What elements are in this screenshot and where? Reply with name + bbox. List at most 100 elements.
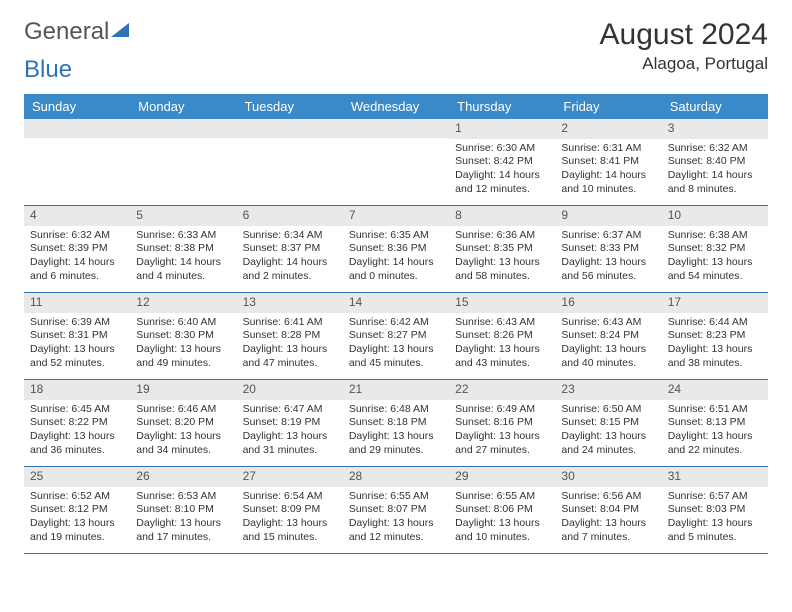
- cell-text: Sunrise: 6:35 AM: [349, 229, 443, 243]
- day-number: [237, 119, 343, 138]
- weekday-header: Saturday: [662, 94, 768, 119]
- cell-text: Sunrise: 6:45 AM: [30, 403, 124, 417]
- cell-text: Sunset: 8:23 PM: [668, 329, 762, 343]
- cell-text: Sunrise: 6:32 AM: [30, 229, 124, 243]
- calendar-body: 1Sunrise: 6:30 AMSunset: 8:42 PMDaylight…: [24, 119, 768, 554]
- calendar-cell: 13Sunrise: 6:41 AMSunset: 8:28 PMDayligh…: [237, 293, 343, 379]
- cell-text: Sunrise: 6:49 AM: [455, 403, 549, 417]
- calendar-row: 18Sunrise: 6:45 AMSunset: 8:22 PMDayligh…: [24, 380, 768, 467]
- cell-text: Daylight: 13 hours and 19 minutes.: [30, 517, 124, 544]
- day-number: 21: [343, 380, 449, 400]
- calendar-cell: 24Sunrise: 6:51 AMSunset: 8:13 PMDayligh…: [662, 380, 768, 466]
- cell-text: Sunrise: 6:55 AM: [455, 490, 549, 504]
- cell-text: Sunrise: 6:50 AM: [561, 403, 655, 417]
- cell-text: Sunrise: 6:43 AM: [455, 316, 549, 330]
- cell-text: Sunrise: 6:42 AM: [349, 316, 443, 330]
- cell-text: Daylight: 14 hours and 12 minutes.: [455, 169, 549, 196]
- day-number: 16: [555, 293, 661, 313]
- day-number: 7: [343, 206, 449, 226]
- weekday-header: Wednesday: [343, 94, 449, 119]
- calendar-cell: [130, 119, 236, 205]
- cell-text: Sunset: 8:28 PM: [243, 329, 337, 343]
- calendar: Sunday Monday Tuesday Wednesday Thursday…: [24, 94, 768, 554]
- calendar-cell: 9Sunrise: 6:37 AMSunset: 8:33 PMDaylight…: [555, 206, 661, 292]
- cell-text: Daylight: 13 hours and 22 minutes.: [668, 430, 762, 457]
- cell-text: Sunset: 8:30 PM: [136, 329, 230, 343]
- day-number: [24, 119, 130, 138]
- cell-text: Sunset: 8:37 PM: [243, 242, 337, 256]
- day-number: 14: [343, 293, 449, 313]
- cell-text: Daylight: 13 hours and 12 minutes.: [349, 517, 443, 544]
- cell-text: Daylight: 13 hours and 43 minutes.: [455, 343, 549, 370]
- cell-text: Sunset: 8:15 PM: [561, 416, 655, 430]
- calendar-header-row: Sunday Monday Tuesday Wednesday Thursday…: [24, 94, 768, 119]
- cell-text: Sunset: 8:13 PM: [668, 416, 762, 430]
- cell-text: Sunrise: 6:54 AM: [243, 490, 337, 504]
- cell-text: Sunset: 8:42 PM: [455, 155, 549, 169]
- day-number: 25: [24, 467, 130, 487]
- day-number: 17: [662, 293, 768, 313]
- cell-text: Sunset: 8:26 PM: [455, 329, 549, 343]
- cell-text: Sunset: 8:39 PM: [30, 242, 124, 256]
- day-number: 29: [449, 467, 555, 487]
- calendar-cell: 25Sunrise: 6:52 AMSunset: 8:12 PMDayligh…: [24, 467, 130, 553]
- day-number: 9: [555, 206, 661, 226]
- cell-text: Sunset: 8:03 PM: [668, 503, 762, 517]
- cell-text: Daylight: 14 hours and 10 minutes.: [561, 169, 655, 196]
- day-number: 30: [555, 467, 661, 487]
- cell-text: Sunrise: 6:37 AM: [561, 229, 655, 243]
- cell-text: Sunset: 8:09 PM: [243, 503, 337, 517]
- cell-text: Sunset: 8:22 PM: [30, 416, 124, 430]
- day-number: 8: [449, 206, 555, 226]
- calendar-row: 11Sunrise: 6:39 AMSunset: 8:31 PMDayligh…: [24, 293, 768, 380]
- cell-text: Sunrise: 6:47 AM: [243, 403, 337, 417]
- cell-text: Sunset: 8:27 PM: [349, 329, 443, 343]
- calendar-cell: 5Sunrise: 6:33 AMSunset: 8:38 PMDaylight…: [130, 206, 236, 292]
- cell-text: Sunrise: 6:48 AM: [349, 403, 443, 417]
- calendar-cell: 28Sunrise: 6:55 AMSunset: 8:07 PMDayligh…: [343, 467, 449, 553]
- title-block: August 2024 Alagoa, Portugal: [600, 18, 768, 74]
- cell-text: Sunset: 8:07 PM: [349, 503, 443, 517]
- calendar-cell: 8Sunrise: 6:36 AMSunset: 8:35 PMDaylight…: [449, 206, 555, 292]
- cell-text: Sunrise: 6:55 AM: [349, 490, 443, 504]
- cell-text: Sunset: 8:38 PM: [136, 242, 230, 256]
- calendar-cell: 27Sunrise: 6:54 AMSunset: 8:09 PMDayligh…: [237, 467, 343, 553]
- day-number: 2: [555, 119, 661, 139]
- logo-text-1: General: [24, 18, 109, 46]
- cell-text: Sunset: 8:32 PM: [668, 242, 762, 256]
- day-number: 3: [662, 119, 768, 139]
- cell-text: Daylight: 13 hours and 34 minutes.: [136, 430, 230, 457]
- day-number: [130, 119, 236, 138]
- day-number: 26: [130, 467, 236, 487]
- cell-text: Sunrise: 6:33 AM: [136, 229, 230, 243]
- cell-text: Daylight: 13 hours and 17 minutes.: [136, 517, 230, 544]
- cell-text: Sunset: 8:19 PM: [243, 416, 337, 430]
- cell-text: Daylight: 14 hours and 2 minutes.: [243, 256, 337, 283]
- cell-text: Daylight: 14 hours and 8 minutes.: [668, 169, 762, 196]
- calendar-cell: 14Sunrise: 6:42 AMSunset: 8:27 PMDayligh…: [343, 293, 449, 379]
- calendar-cell: 7Sunrise: 6:35 AMSunset: 8:36 PMDaylight…: [343, 206, 449, 292]
- cell-text: Daylight: 13 hours and 49 minutes.: [136, 343, 230, 370]
- cell-text: Daylight: 13 hours and 40 minutes.: [561, 343, 655, 370]
- cell-text: Daylight: 13 hours and 24 minutes.: [561, 430, 655, 457]
- cell-text: Daylight: 13 hours and 54 minutes.: [668, 256, 762, 283]
- cell-text: Sunrise: 6:32 AM: [668, 142, 762, 156]
- calendar-cell: 10Sunrise: 6:38 AMSunset: 8:32 PMDayligh…: [662, 206, 768, 292]
- cell-text: Sunset: 8:36 PM: [349, 242, 443, 256]
- calendar-cell: 30Sunrise: 6:56 AMSunset: 8:04 PMDayligh…: [555, 467, 661, 553]
- day-number: 15: [449, 293, 555, 313]
- calendar-cell: 12Sunrise: 6:40 AMSunset: 8:30 PMDayligh…: [130, 293, 236, 379]
- cell-text: Daylight: 13 hours and 52 minutes.: [30, 343, 124, 370]
- calendar-cell: 18Sunrise: 6:45 AMSunset: 8:22 PMDayligh…: [24, 380, 130, 466]
- cell-text: Sunset: 8:35 PM: [455, 242, 549, 256]
- cell-text: Sunrise: 6:31 AM: [561, 142, 655, 156]
- cell-text: Sunset: 8:04 PM: [561, 503, 655, 517]
- cell-text: Sunrise: 6:56 AM: [561, 490, 655, 504]
- cell-text: Sunset: 8:31 PM: [30, 329, 124, 343]
- weekday-header: Monday: [130, 94, 236, 119]
- cell-text: Sunrise: 6:40 AM: [136, 316, 230, 330]
- calendar-cell: 1Sunrise: 6:30 AMSunset: 8:42 PMDaylight…: [449, 119, 555, 205]
- cell-text: Sunset: 8:24 PM: [561, 329, 655, 343]
- cell-text: Sunrise: 6:44 AM: [668, 316, 762, 330]
- cell-text: Daylight: 13 hours and 10 minutes.: [455, 517, 549, 544]
